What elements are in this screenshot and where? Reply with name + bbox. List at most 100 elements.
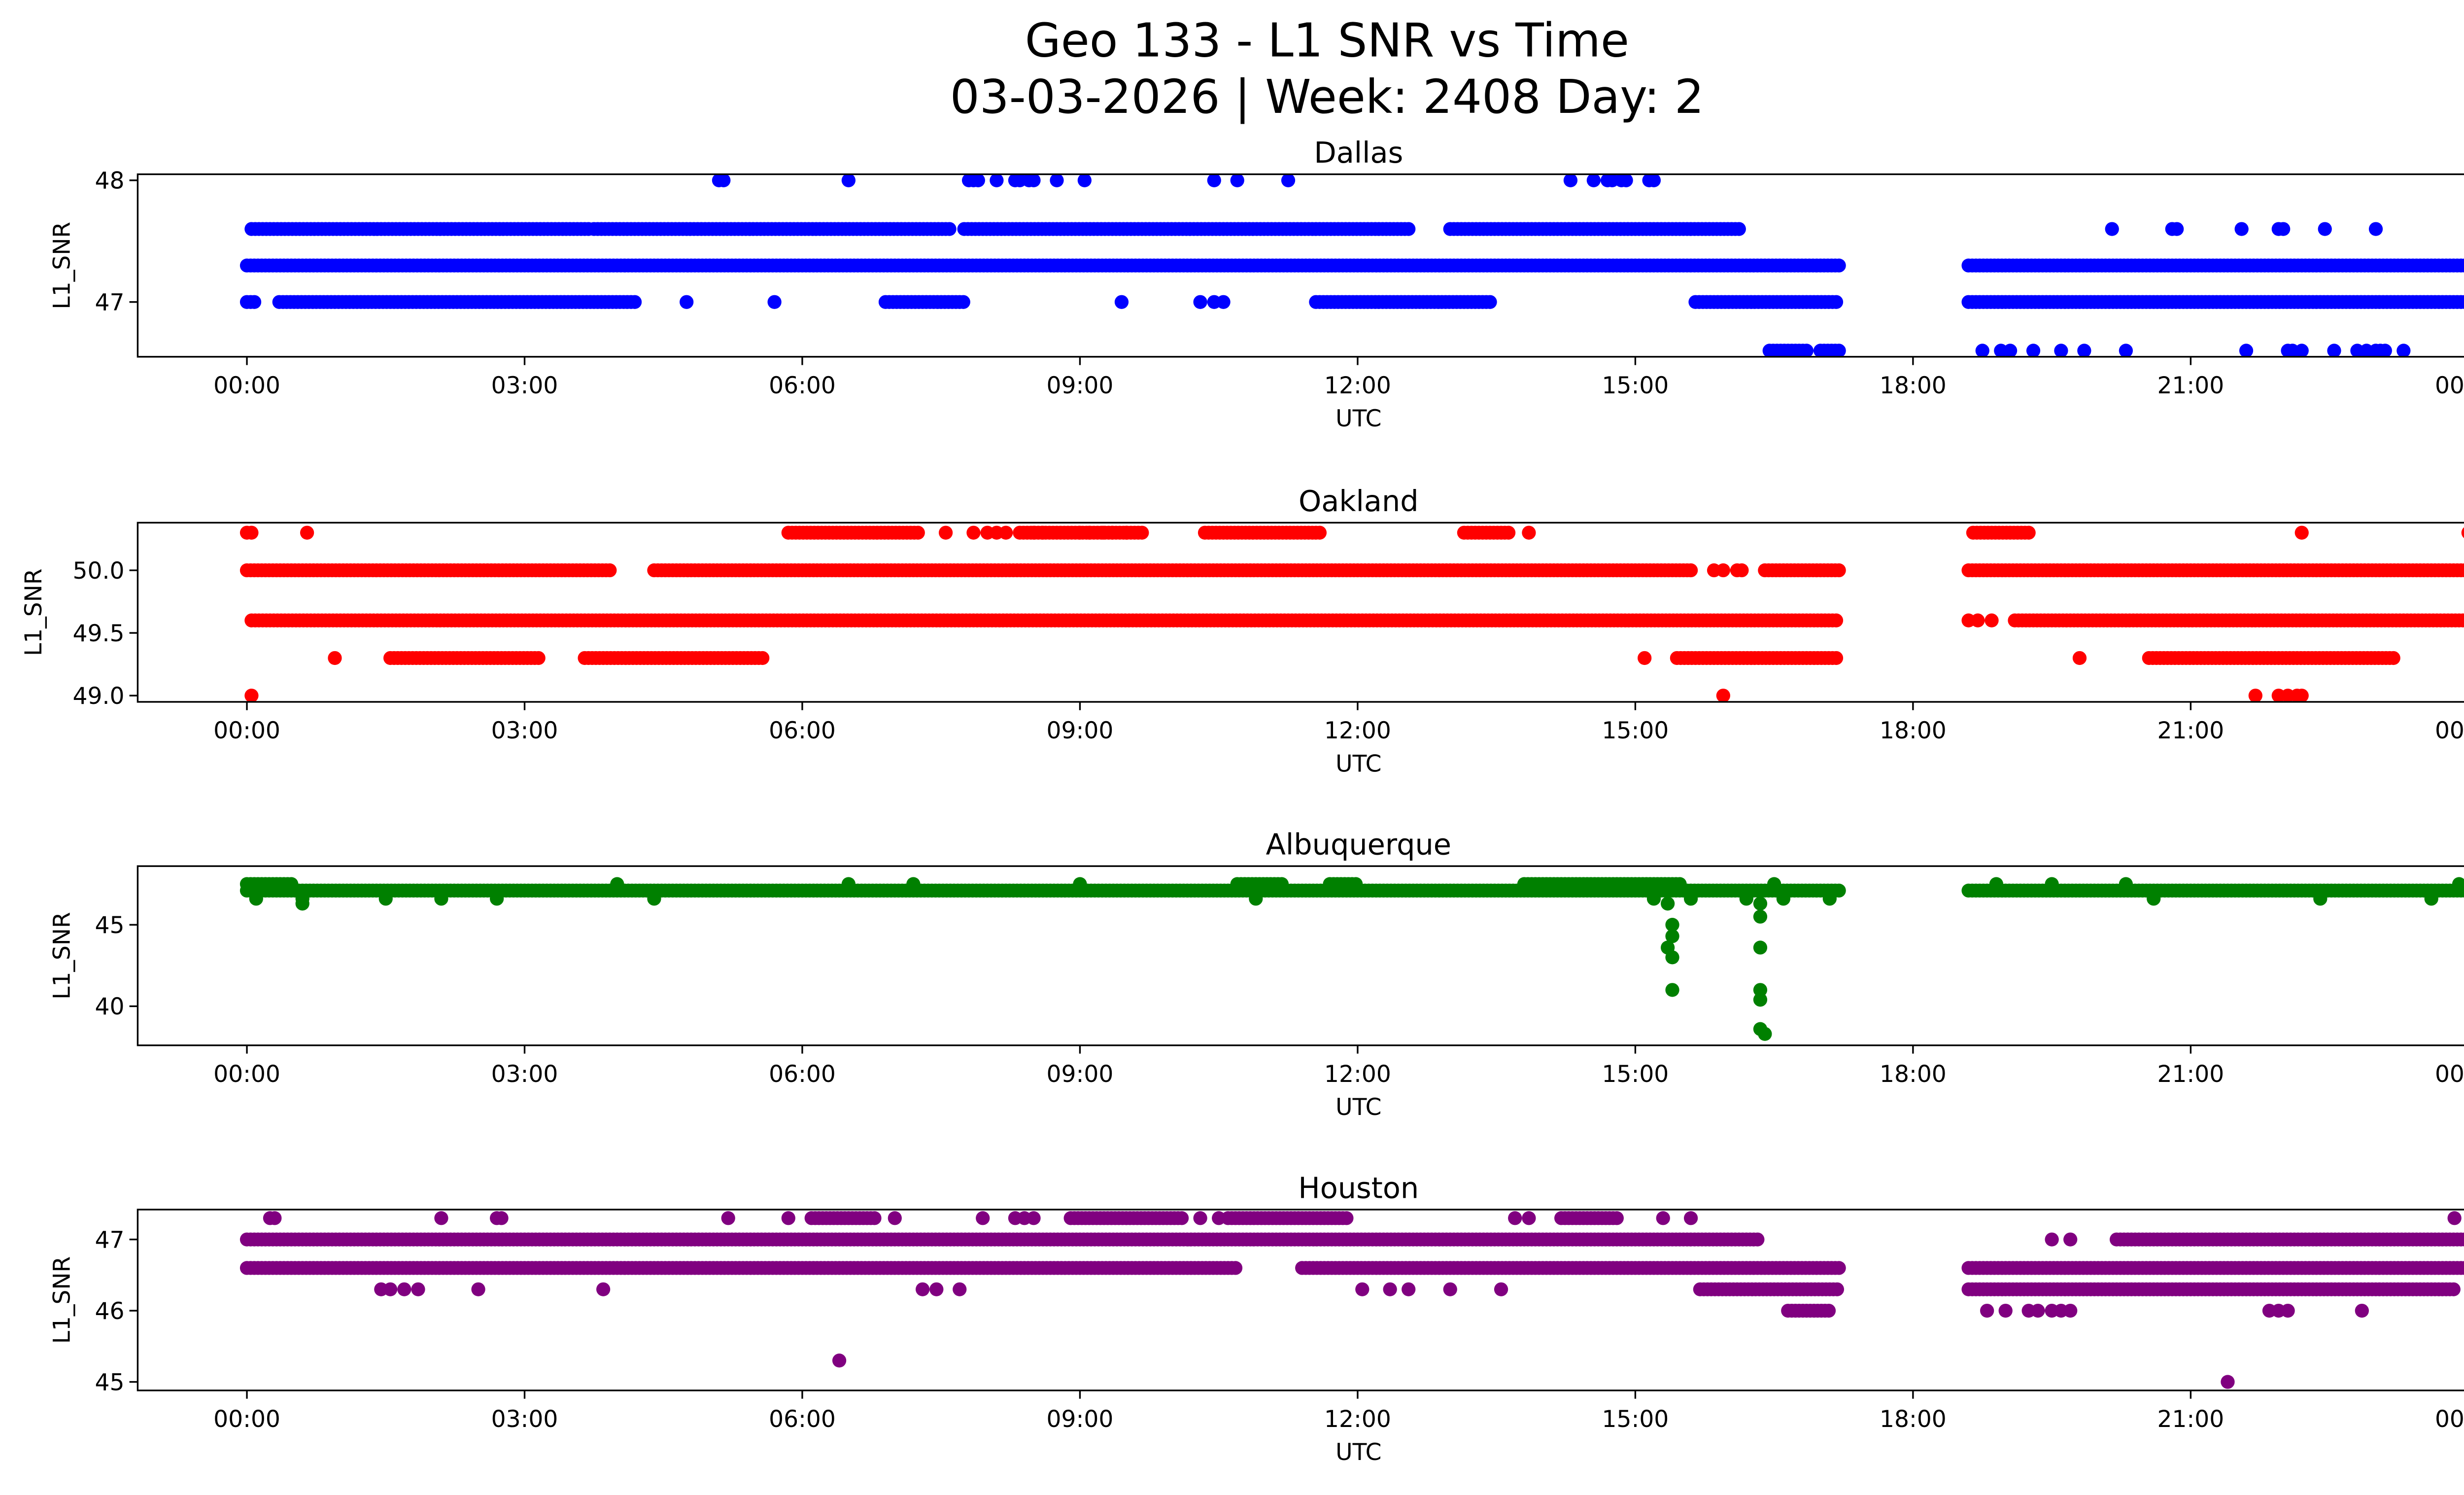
data-point (603, 563, 617, 578)
data-point (490, 892, 504, 906)
data-point (1027, 174, 1041, 188)
data-point (2054, 344, 2068, 357)
data-point (1829, 295, 1844, 309)
data-point (1665, 950, 1679, 965)
data-point (2396, 344, 2411, 357)
subplot-title: Albuquerque (1266, 828, 1451, 862)
data-point (721, 1211, 735, 1225)
data-point (1274, 877, 1289, 891)
data-point (1073, 877, 1087, 891)
data-point (916, 1282, 930, 1296)
data-point (781, 1211, 795, 1225)
data-point (471, 1282, 485, 1296)
data-point (300, 525, 314, 540)
data-point (2459, 614, 2464, 627)
data-point (434, 892, 448, 906)
axes-frame (137, 1209, 2464, 1391)
data-point (2318, 222, 2332, 236)
data-point (2461, 1262, 2464, 1274)
data-point (1829, 651, 1844, 665)
x-tick-label: 06:00 (769, 717, 836, 744)
data-point (531, 651, 546, 665)
data-point (2026, 344, 2041, 357)
data-point (1050, 174, 1064, 188)
data-point (2119, 344, 2133, 357)
data-point (2239, 344, 2254, 357)
data-point (1135, 525, 1149, 540)
data-point (1230, 174, 1244, 188)
data-point (755, 651, 770, 665)
data-point (841, 174, 856, 188)
data-point (1036, 525, 1050, 540)
data-point (378, 892, 393, 906)
data-point (1716, 689, 1730, 702)
x-tick-label: 12:00 (1324, 372, 1391, 399)
x-tick-label: 12:00 (1324, 1406, 1391, 1433)
data-point (867, 1211, 882, 1225)
data-series-houston (240, 1211, 2464, 1389)
data-point (2313, 892, 2327, 906)
data-point (1716, 563, 1730, 578)
x-tick-label: 06:00 (769, 1406, 836, 1433)
data-point (888, 1211, 902, 1225)
data-point (247, 295, 262, 309)
x-tick-label: 03:00 (491, 372, 558, 399)
data-point (2281, 1303, 2295, 1318)
data-point (2221, 1375, 2235, 1389)
data-point (2072, 651, 2087, 665)
data-point (2170, 222, 2184, 236)
data-point (1249, 892, 1263, 906)
data-point (1349, 877, 1363, 891)
data-point (1832, 344, 1846, 357)
data-point (596, 1282, 611, 1296)
data-point (832, 1354, 847, 1368)
x-tick-label: 21:00 (2157, 717, 2224, 744)
data-point (328, 651, 342, 665)
data-point (1216, 295, 1231, 309)
data-point (1739, 892, 1753, 906)
data-point (2021, 525, 2036, 540)
y-tick-label: 45 (95, 912, 125, 939)
data-point (1355, 1282, 1369, 1296)
data-point (1776, 892, 1791, 906)
data-point (2147, 892, 2161, 906)
x-tick-label: 00:00 (2435, 372, 2464, 399)
data-point (1822, 892, 1837, 906)
data-point (2248, 689, 2262, 702)
x-tick-label: 15:00 (1602, 372, 1669, 399)
data-point (911, 525, 925, 540)
y-tick-label: 47 (95, 289, 125, 316)
data-point (2461, 260, 2464, 271)
data-point (1753, 940, 1768, 955)
data-point (971, 174, 985, 188)
data-point (1609, 1211, 1624, 1225)
data-point (1683, 563, 1698, 578)
data-point (2031, 1303, 2045, 1318)
data-point (929, 1282, 944, 1296)
data-point (1193, 1211, 1207, 1225)
x-tick-label: 03:00 (491, 1406, 558, 1433)
data-point (2276, 222, 2291, 236)
x-axis-label: UTC (1335, 750, 1381, 777)
data-point (1501, 525, 1516, 540)
data-point (1832, 1261, 1846, 1275)
data-point (1563, 174, 1578, 188)
x-tick-label: 18:00 (1880, 1061, 1947, 1088)
data-point (2461, 296, 2464, 308)
data-point (906, 877, 921, 891)
data-series-oakland (240, 525, 2464, 702)
data-point (2368, 222, 2383, 236)
y-tick-label: 48 (95, 168, 125, 195)
data-point (249, 892, 263, 906)
data-point (1494, 1282, 1508, 1296)
data-point (841, 877, 856, 891)
data-point (2105, 222, 2119, 236)
axes-frame (137, 865, 2464, 1046)
data-point (1661, 897, 1675, 911)
x-tick-label: 00:00 (213, 1406, 280, 1433)
